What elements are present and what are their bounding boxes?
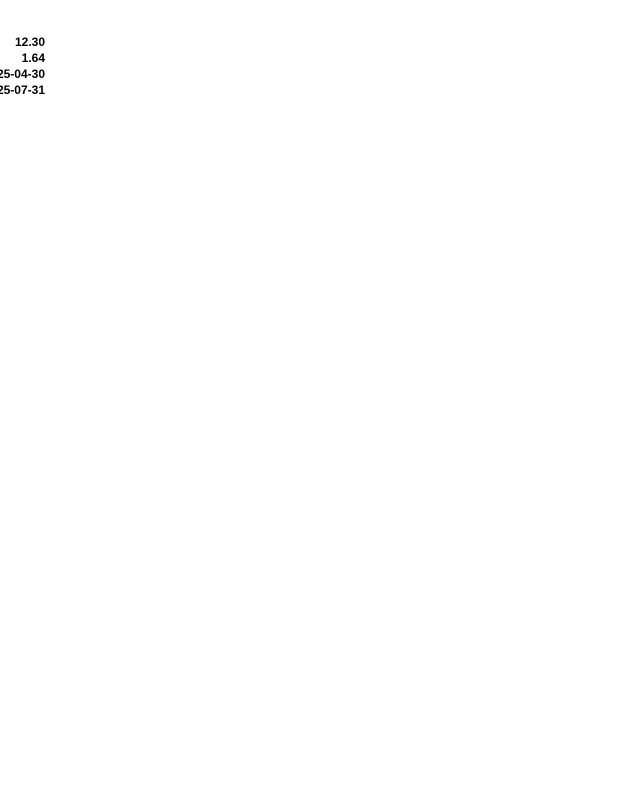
legend-value-indicator-1: 12.30 [15, 35, 45, 49]
legend-values: 12.30 1.64 25-04-30 25-07-31 [0, 35, 45, 97]
legend-value-date-end: 25-07-31 [0, 83, 45, 97]
legend-value-date-start: 25-04-30 [0, 67, 45, 81]
legend-value-indicator-2: 1.64 [22, 51, 46, 65]
